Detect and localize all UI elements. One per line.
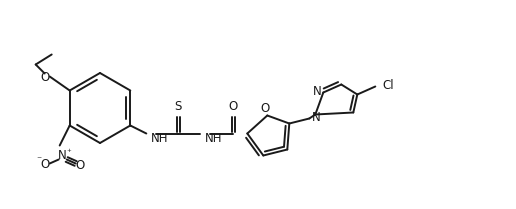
Text: NH: NH: [151, 132, 169, 145]
Text: Cl: Cl: [382, 79, 394, 92]
Text: N: N: [58, 149, 67, 162]
Text: ⁺: ⁺: [67, 148, 71, 157]
Text: O: O: [40, 158, 50, 171]
Text: S: S: [174, 100, 182, 113]
Text: O: O: [75, 159, 84, 172]
Text: O: O: [261, 102, 270, 115]
Text: NH: NH: [205, 132, 223, 145]
Text: ⁻: ⁻: [36, 155, 41, 166]
Text: O: O: [40, 71, 50, 84]
Text: O: O: [229, 100, 238, 113]
Text: N: N: [313, 85, 321, 98]
Text: N: N: [312, 111, 320, 124]
